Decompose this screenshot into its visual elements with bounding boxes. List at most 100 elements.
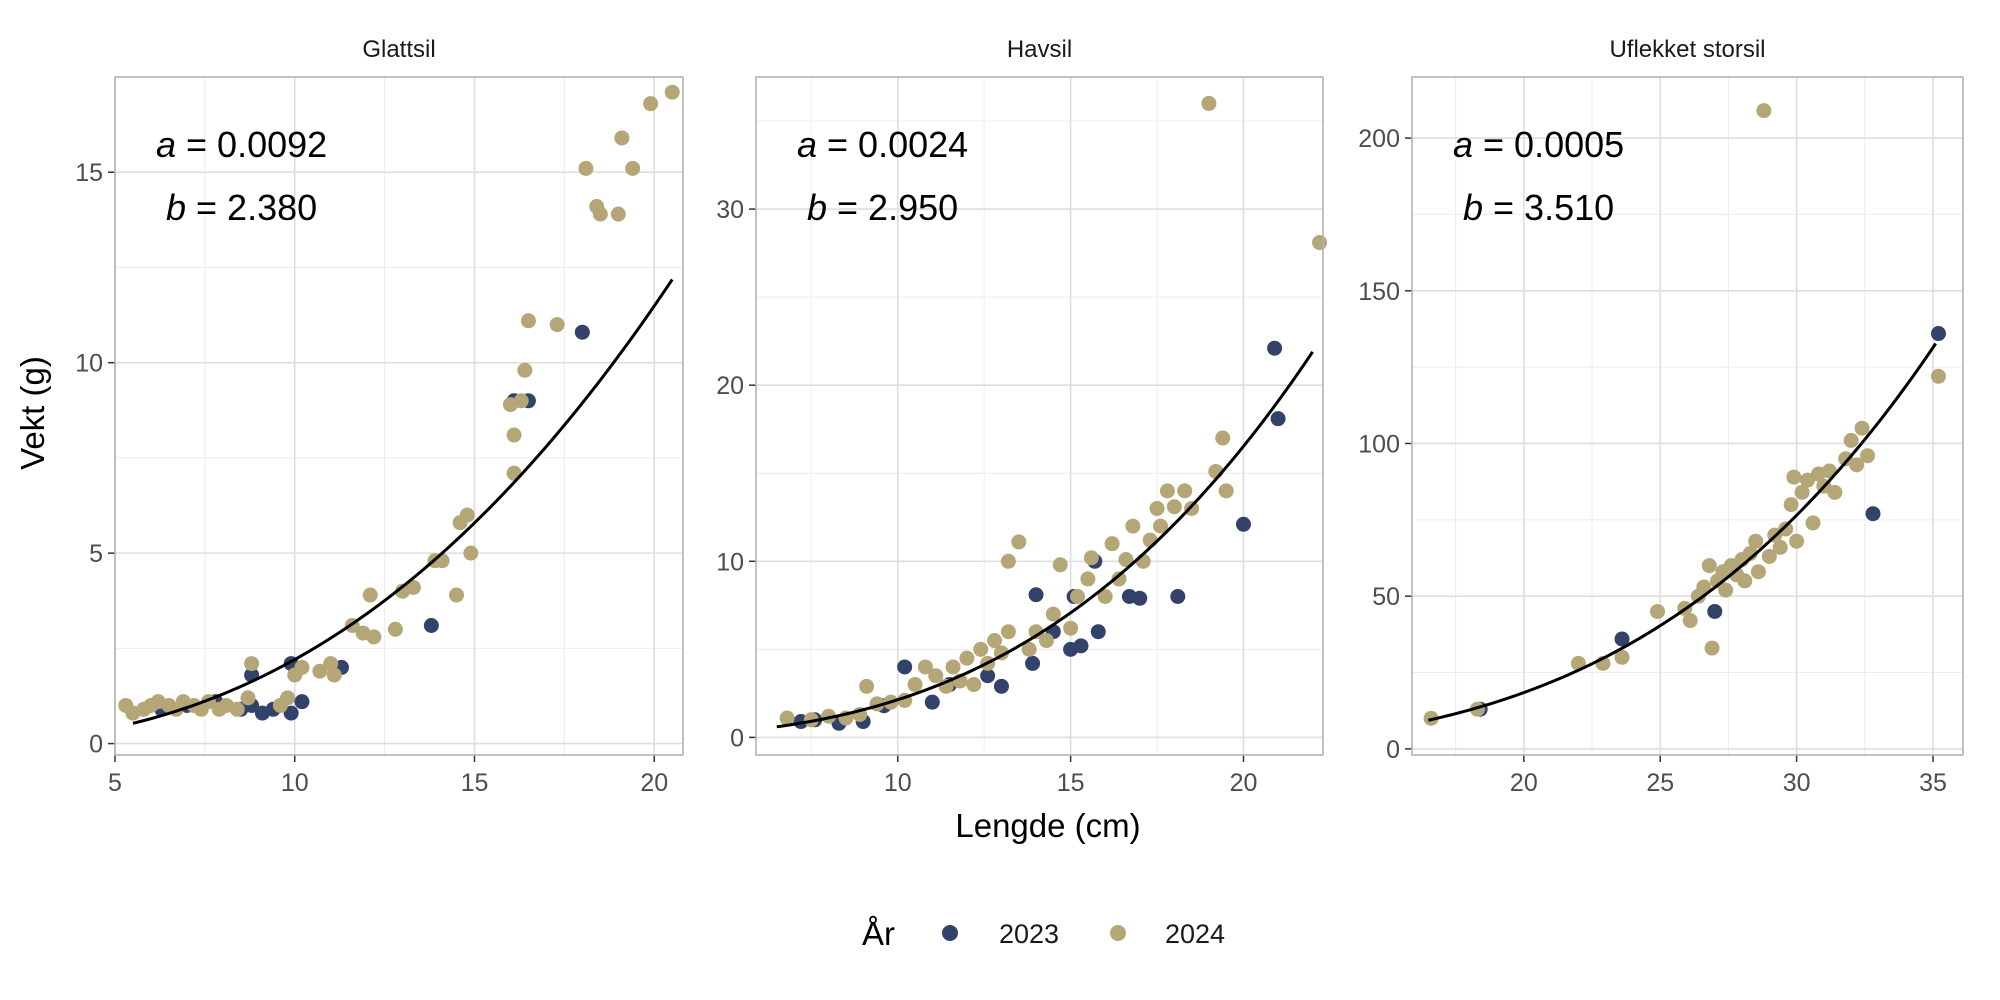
data-point-2024 (1649, 603, 1665, 619)
data-point-2023 (1073, 638, 1089, 654)
y-tick-label: 0 (1386, 736, 1400, 764)
data-point-2024 (945, 659, 961, 675)
coef-b-annotation: b = 2.950 (807, 187, 958, 228)
data-point-2024 (1838, 451, 1854, 467)
data-point-2024 (326, 667, 342, 683)
data-point-2024 (1827, 484, 1843, 500)
data-point-2024 (405, 579, 421, 595)
data-point-2024 (434, 553, 450, 569)
data-point-2023 (897, 659, 913, 675)
data-point-2024 (362, 587, 378, 603)
coef-a-annotation: a = 0.0092 (156, 124, 327, 165)
coef-a-value: = 0.0005 (1483, 124, 1624, 165)
data-point-2024 (1125, 518, 1141, 534)
y-tick-label: 20 (716, 372, 744, 400)
data-point-2024 (1772, 539, 1788, 555)
data-point-2024 (1805, 515, 1821, 531)
data-point-2024 (664, 84, 680, 100)
data-point-2024 (1063, 620, 1079, 636)
fitted-curve (776, 350, 1314, 729)
data-point-2024 (973, 641, 989, 657)
data-point-2024 (1142, 532, 1158, 548)
data-point-2024 (280, 690, 296, 706)
y-tick-label: 10 (716, 548, 744, 576)
x-tick-label: 10 (281, 769, 309, 797)
data-point-2024 (1930, 368, 1946, 384)
coef-a-symbol: a (797, 124, 817, 165)
data-point-2024 (1028, 624, 1044, 640)
y-tick-label: 0 (89, 731, 103, 759)
data-point-2024 (1215, 430, 1231, 446)
fitted-curve (1428, 342, 1937, 722)
data-point-2024 (513, 393, 529, 409)
data-point-2023 (1614, 631, 1630, 647)
x-tick-label: 20 (1510, 769, 1538, 797)
x-tick-label: 15 (1057, 769, 1085, 797)
data-point-2024 (1748, 533, 1764, 549)
data-point-2024 (517, 362, 533, 378)
data-point-2023 (1865, 506, 1881, 522)
data-point-2024 (1118, 552, 1134, 568)
data-point-2024 (244, 656, 260, 672)
data-point-2024 (1159, 483, 1175, 499)
legend-key-2023 (942, 925, 958, 941)
data-point-2023 (924, 694, 940, 710)
data-point-2024 (549, 317, 565, 333)
data-point-2024 (520, 313, 536, 329)
y-tick-label: 15 (75, 159, 103, 187)
x-tick-label: 25 (1646, 769, 1674, 797)
panel-title: Havsil (1007, 36, 1072, 63)
data-point-2024 (1761, 548, 1777, 564)
data-point-2024 (1177, 483, 1193, 499)
data-point-2024 (1750, 564, 1766, 580)
data-point-2024 (859, 678, 875, 694)
data-point-2024 (229, 701, 245, 717)
data-point-2024 (1778, 521, 1794, 537)
x-tick-label: 35 (1919, 769, 1947, 797)
data-point-2023 (980, 668, 996, 684)
data-point-2024 (1097, 589, 1113, 605)
data-point-2024 (928, 668, 944, 684)
data-point-2024 (1149, 500, 1165, 516)
data-point-2024 (1083, 550, 1099, 566)
data-point-2024 (294, 659, 310, 675)
data-point-2024 (1052, 557, 1068, 573)
panel-title: Uflekket storsil (1609, 36, 1765, 63)
panel-title: Glattsil (362, 36, 435, 63)
coef-a-annotation: a = 0.0005 (1453, 124, 1624, 165)
data-point-2023 (1930, 326, 1946, 342)
x-tick-label: 20 (1230, 769, 1258, 797)
data-point-2024 (1000, 624, 1016, 640)
data-point-2023 (1132, 590, 1148, 606)
data-point-2024 (1614, 649, 1630, 665)
data-point-2024 (1104, 536, 1120, 552)
coef-b-symbol: b (1463, 187, 1483, 228)
data-point-2024 (1696, 579, 1712, 595)
y-tick-label: 150 (1358, 278, 1400, 306)
coef-b-symbol: b (807, 187, 827, 228)
data-point-2024 (449, 587, 465, 603)
coef-a-annotation: a = 0.0024 (797, 124, 968, 165)
y-axis-title: Vekt (g) (14, 356, 51, 470)
data-point-2024 (1218, 483, 1234, 499)
y-tick-label: 10 (75, 350, 103, 378)
y-tick-label: 100 (1358, 430, 1400, 458)
data-point-2023 (1090, 624, 1106, 640)
data-point-2024 (907, 677, 923, 693)
data-point-2024 (323, 656, 339, 672)
coef-b-annotation: b = 3.510 (1463, 187, 1614, 228)
data-point-2024 (1312, 235, 1328, 251)
data-point-2024 (1201, 95, 1217, 111)
y-tick-label: 0 (730, 724, 744, 752)
x-axis-title: Lengde (cm) (955, 807, 1140, 844)
fitted-curve (132, 278, 674, 725)
legend-label-2024: 2024 (1165, 919, 1225, 949)
data-point-2024 (312, 663, 328, 679)
legend-key-2024 (1110, 925, 1126, 941)
data-point-2023 (1170, 589, 1186, 605)
y-tick-label: 30 (716, 196, 744, 224)
data-point-2024 (1789, 533, 1805, 549)
data-point-2024 (1756, 103, 1772, 119)
